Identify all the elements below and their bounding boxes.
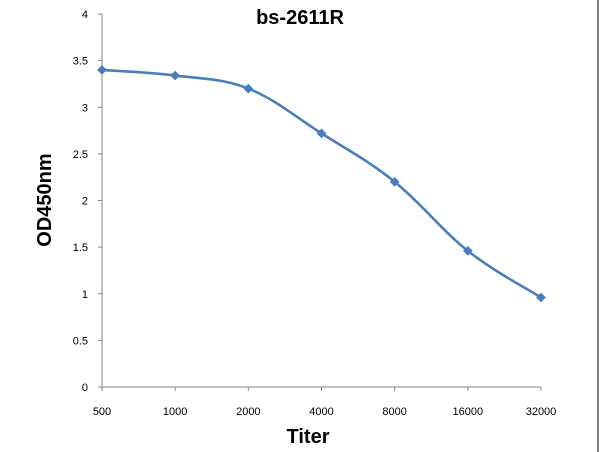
data-point-marker <box>462 245 473 256</box>
data-point-marker <box>316 128 327 139</box>
series-line <box>100 68 543 299</box>
x-axis: 500 1000 2000 4000 8000 16000 32000 <box>93 386 556 418</box>
x-tick-labels: 500 1000 2000 4000 8000 16000 32000 <box>93 387 556 418</box>
y-axis: 0 0.5 1 1.5 2 2.5 3 3.5 4 <box>73 9 103 394</box>
x-tick-label: 2000 <box>236 406 260 418</box>
y-tick-label: 1 <box>82 289 88 301</box>
y-tick-label: 0 <box>82 382 88 394</box>
x-tick-label: 500 <box>93 406 111 418</box>
x-tick-label: 1000 <box>163 406 187 418</box>
data-point-marker <box>536 292 546 303</box>
y-tick-label: 2 <box>82 196 88 208</box>
data-point-marker <box>170 70 181 81</box>
chart-title: bs-2611R <box>256 7 344 29</box>
y-tick-label: 3 <box>82 102 88 114</box>
x-tick-label: 16000 <box>453 406 484 418</box>
x-tick-label: 4000 <box>309 406 333 418</box>
data-point-marker <box>243 83 254 94</box>
y-tick-label: 3.5 <box>73 56 88 68</box>
x-axis-title: Titer <box>287 426 330 448</box>
y-tick-label: 1.5 <box>73 242 88 254</box>
y-axis-title: OD450nm <box>34 153 56 246</box>
y-tick-label: 4 <box>82 9 88 21</box>
x-tick-label: 8000 <box>382 406 406 418</box>
series-layer <box>97 64 546 303</box>
data-point-marker <box>389 176 400 187</box>
x-tick-label: 32000 <box>526 406 557 418</box>
y-tick-label: 2.5 <box>73 149 88 161</box>
y-tick-labels: 0 0.5 1 1.5 2 2.5 3 3.5 4 <box>73 9 102 394</box>
y-tick-label: 0.5 <box>73 335 88 347</box>
data-point-marker <box>97 64 107 75</box>
